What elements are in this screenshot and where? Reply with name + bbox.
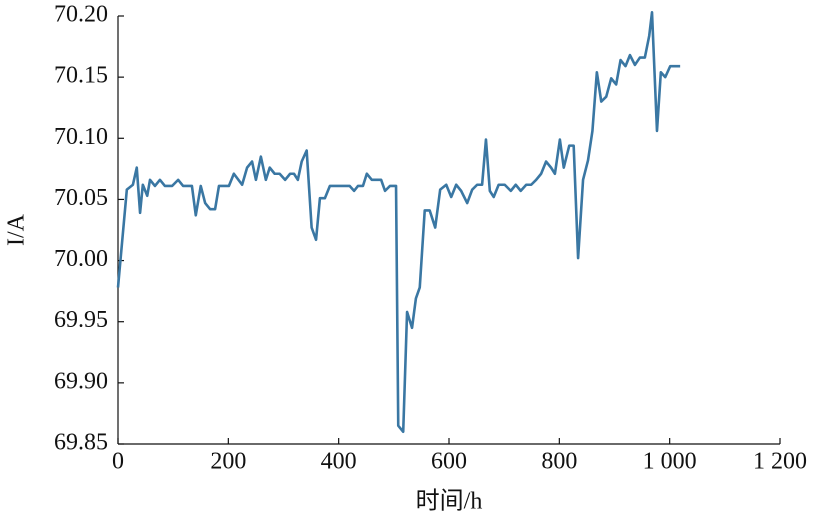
y-tick-label: 70.00 <box>54 246 108 272</box>
y-tick-label: 70.05 <box>54 185 108 211</box>
y-tick-label: 69.95 <box>54 307 108 333</box>
x-tick-label: 200 <box>210 449 246 475</box>
x-tick-label: 600 <box>431 449 467 475</box>
x-tick-label: 1 200 <box>753 449 807 475</box>
y-tick-label: 69.85 <box>54 430 108 456</box>
x-tick-label: 0 <box>112 449 124 475</box>
data-line <box>116 11 681 434</box>
y-tick-label: 70.10 <box>54 124 108 150</box>
x-tick-label: 1 000 <box>643 449 697 475</box>
y-tick-label: 70.20 <box>54 2 108 28</box>
x-tick-label: 800 <box>541 449 577 475</box>
x-axis-label: 时间/h <box>416 488 483 515</box>
x-tick-label: 400 <box>321 449 357 475</box>
y-axis-label: I/A <box>4 213 30 246</box>
y-tick-label: 69.90 <box>54 368 108 394</box>
y-tick-label: 70.15 <box>54 63 108 89</box>
